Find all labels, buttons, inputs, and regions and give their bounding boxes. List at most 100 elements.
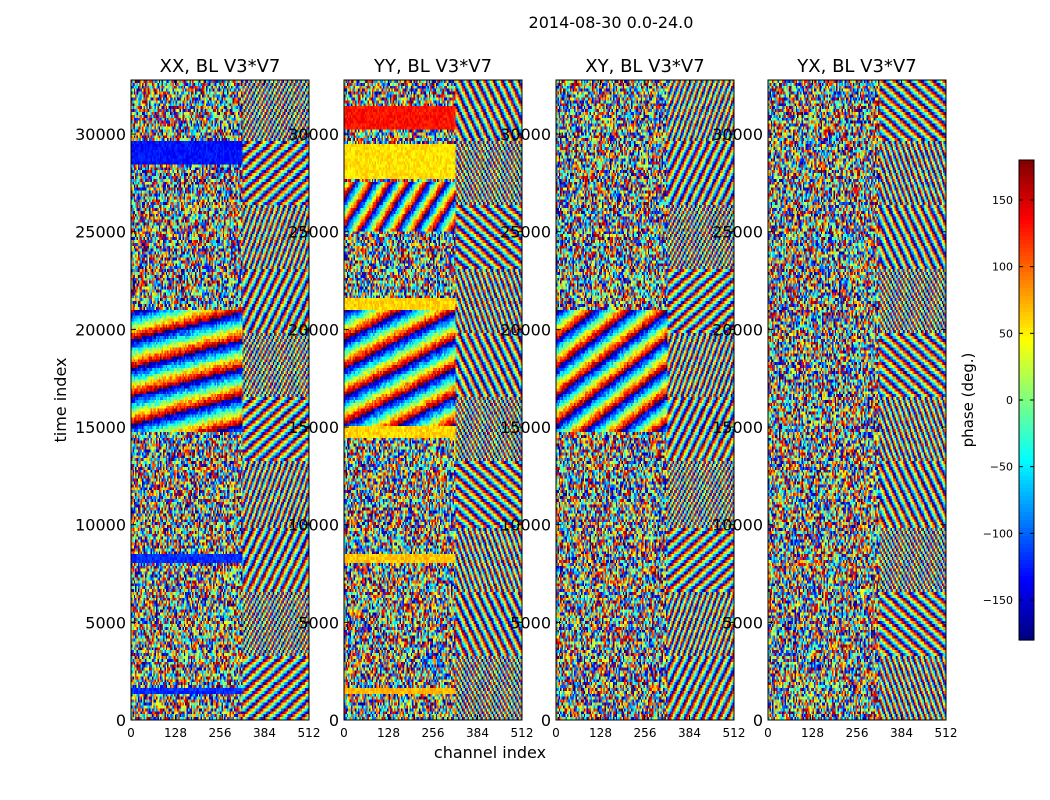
colorbar-segment <box>1019 404 1034 409</box>
y-tick-label: 0 <box>116 711 126 730</box>
colorbar-segment <box>1019 608 1034 613</box>
colorbar-segment <box>1019 540 1034 545</box>
colorbar-segment <box>1019 432 1034 437</box>
colorbar-segment <box>1019 492 1034 497</box>
colorbar-segment <box>1019 444 1034 449</box>
panel-title: YX, BL V3*V7 <box>796 56 916 77</box>
colorbar-segment <box>1019 516 1034 521</box>
colorbar-segment <box>1019 288 1034 293</box>
colorbar-segment <box>1019 348 1034 353</box>
colorbar-segment <box>1019 224 1034 229</box>
colorbar-segment <box>1019 632 1034 637</box>
x-tick-label: 512 <box>298 726 321 740</box>
colorbar-segment <box>1019 188 1034 193</box>
x-tick-label: 512 <box>935 726 958 740</box>
colorbar-segment <box>1019 412 1034 417</box>
x-tick-label: 384 <box>678 726 701 740</box>
colorbar-segment <box>1019 384 1034 389</box>
colorbar-segment <box>1019 464 1034 469</box>
colorbar-segment <box>1019 248 1034 253</box>
colorbar-segment <box>1019 276 1034 281</box>
colorbar-segment <box>1019 580 1034 585</box>
colorbar-segment <box>1019 160 1034 165</box>
colorbar-segment <box>1019 548 1034 553</box>
colorbar-segment <box>1019 236 1034 241</box>
colorbar-segment <box>1019 628 1034 633</box>
colorbar-segment <box>1019 440 1034 445</box>
colorbar-tick-label: 0 <box>1006 394 1013 407</box>
panel-title: XX, BL V3*V7 <box>160 56 281 77</box>
x-tick-label: 256 <box>634 726 657 740</box>
y-tick-label: 10000 <box>288 516 339 535</box>
colorbar-segment <box>1019 420 1034 425</box>
colorbar-segment <box>1019 296 1034 301</box>
colorbar-segment <box>1019 480 1034 485</box>
colorbar-segment <box>1019 452 1034 457</box>
colorbar-segment <box>1019 304 1034 309</box>
colorbar-segment <box>1019 476 1034 481</box>
heatmap-raster <box>556 80 734 720</box>
colorbar-segment <box>1019 624 1034 629</box>
colorbar-segment <box>1019 448 1034 453</box>
colorbar-segment <box>1019 560 1034 565</box>
colorbar-tick-label: −100 <box>983 527 1013 540</box>
colorbar-segment <box>1019 300 1034 305</box>
colorbar-segment <box>1019 172 1034 177</box>
colorbar-segment <box>1019 284 1034 289</box>
colorbar-segment <box>1019 616 1034 621</box>
colorbar-segment <box>1019 220 1034 225</box>
colorbar-segment <box>1019 292 1034 297</box>
colorbar-segment <box>1019 376 1034 381</box>
y-tick-label: 0 <box>753 711 763 730</box>
colorbar-segment <box>1019 596 1034 601</box>
colorbar-segment <box>1019 204 1034 209</box>
x-tick-label: 256 <box>422 726 445 740</box>
colorbar-segment <box>1019 356 1034 361</box>
colorbar-label: phase (deg.) <box>959 353 977 448</box>
colorbar-segment <box>1019 456 1034 461</box>
y-tick-label: 25000 <box>75 223 126 242</box>
colorbar-segment <box>1019 400 1034 405</box>
y-tick-label: 15000 <box>500 418 551 437</box>
y-tick-label: 20000 <box>712 320 763 339</box>
colorbar-segment <box>1019 484 1034 489</box>
y-tick-label: 10000 <box>500 516 551 535</box>
colorbar-segment <box>1019 520 1034 525</box>
colorbar-segment <box>1019 472 1034 477</box>
colorbar-segment <box>1019 196 1034 201</box>
colorbar-segment <box>1019 184 1034 189</box>
x-tick-label: 384 <box>466 726 489 740</box>
colorbar-segment <box>1019 216 1034 221</box>
colorbar-segment <box>1019 240 1034 245</box>
x-tick-label: 384 <box>253 726 276 740</box>
colorbar-segment <box>1019 508 1034 513</box>
x-tick-label: 512 <box>723 726 746 740</box>
colorbar-segment <box>1019 600 1034 605</box>
panels: XX, BL V3*V7 0 128 256 384 512 0 5000 10000 15000… <box>75 56 957 740</box>
colorbar-segment <box>1019 544 1034 549</box>
panel-title: YY, BL V3*V7 <box>373 56 492 77</box>
colorbar-segment <box>1019 620 1034 625</box>
x-tick-label: 256 <box>209 726 232 740</box>
colorbar-segment <box>1019 564 1034 569</box>
colorbar-segment <box>1019 524 1034 529</box>
colorbar-segment <box>1019 364 1034 369</box>
colorbar-segment <box>1019 176 1034 181</box>
panel-yy: YY, BL V3*V7 0 128 256 384 512 0 5000 10000 15000… <box>288 56 533 740</box>
colorbar-segment <box>1019 312 1034 317</box>
colorbar-segment <box>1019 504 1034 509</box>
colorbar-segment <box>1019 208 1034 213</box>
colorbar-segment <box>1019 328 1034 333</box>
colorbar-segment <box>1019 408 1034 413</box>
colorbar-segment <box>1019 272 1034 277</box>
colorbar-segment <box>1019 264 1034 269</box>
colorbar-segment <box>1019 424 1034 429</box>
colorbar-segment <box>1019 256 1034 261</box>
colorbar-segment <box>1019 588 1034 593</box>
colorbar-segment <box>1019 280 1034 285</box>
x-tick-label: 128 <box>589 726 612 740</box>
x-tick-label: 256 <box>846 726 869 740</box>
colorbar-segment <box>1019 536 1034 541</box>
colorbar-segment <box>1019 512 1034 517</box>
